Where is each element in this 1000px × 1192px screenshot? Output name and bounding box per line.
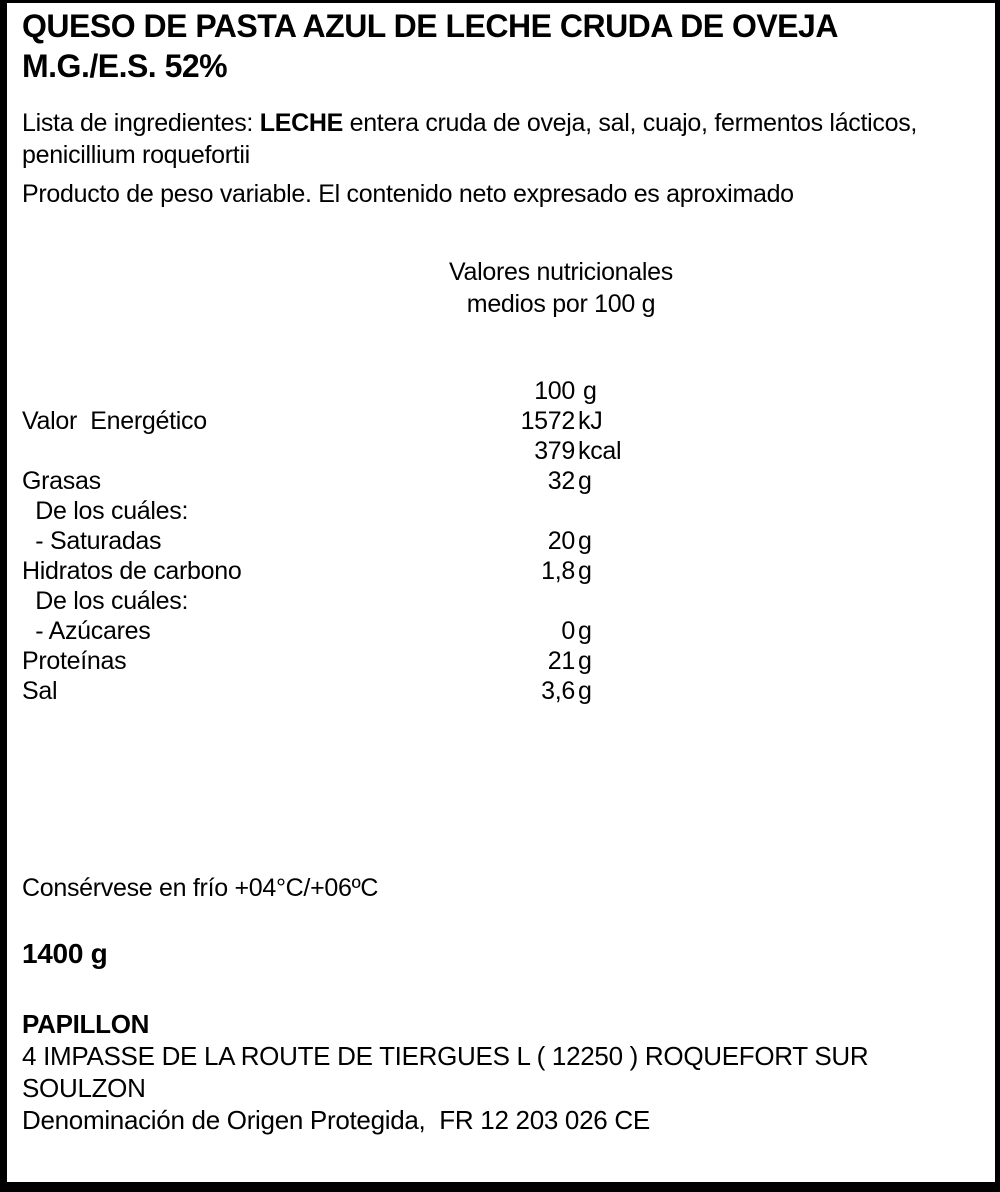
row-unit: g xyxy=(578,557,592,585)
net-weight: 1400 g xyxy=(22,938,108,969)
nutrition-row-energy-kj: Valor Energético 1572 kJ xyxy=(22,406,978,436)
row-label: Hidratos de carbono xyxy=(22,557,242,585)
nutrition-row-protein: Proteínas 21 g xyxy=(22,646,978,676)
nutrition-table: 100 g Valor Energético 1572 kJ 379 kcal … xyxy=(22,376,978,706)
nutrition-row-fat: Grasas 32 g xyxy=(22,466,978,496)
ingredients-prefix: Lista de ingredientes: xyxy=(22,109,260,137)
nutrition-row-ofwhich-1: De los cuáles: xyxy=(22,496,978,526)
product-title-line1: QUESO DE PASTA AZUL DE LECHE CRUDA DE OV… xyxy=(22,8,838,44)
row-label: De los cuáles: xyxy=(22,497,189,525)
nutrition-row-ofwhich-2: De los cuáles: xyxy=(22,586,978,616)
nutrition-row-saturates: - Saturadas 20 g xyxy=(22,526,978,556)
row-value: 379 xyxy=(534,437,575,465)
product-title: QUESO DE PASTA AZUL DE LECHE CRUDA DE OV… xyxy=(22,6,838,86)
row-value: 3,6 xyxy=(541,677,575,705)
row-label: - Azúcares xyxy=(22,617,151,645)
row-value: 32 xyxy=(547,467,576,495)
row-label: De los cuáles: xyxy=(22,587,189,615)
row-unit: g xyxy=(578,467,592,495)
row-unit: g xyxy=(578,647,592,675)
row-value: 100 xyxy=(534,377,575,405)
nutrition-header-line2: medios por 100 g xyxy=(466,290,656,318)
producer-block: PAPILLON 4 IMPASSE DE LA ROUTE DE TIERGU… xyxy=(22,1008,869,1136)
nutrition-row-per100-header: 100 g xyxy=(22,376,978,406)
row-label: Grasas xyxy=(22,467,101,495)
row-unit: kcal xyxy=(578,437,622,465)
row-label: Proteínas xyxy=(22,647,127,675)
ingredients-paragraph: Lista de ingredientes: LECHE entera crud… xyxy=(22,107,942,171)
nutrition-row-carbohydrate: Hidratos de carbono 1,8 g xyxy=(22,556,978,586)
producer-address-line2: SOULZON xyxy=(22,1073,146,1103)
storage-instructions: Consérvese en frío +04°C/+06ºC xyxy=(22,874,379,902)
allergen-highlight: LECHE xyxy=(259,109,344,137)
row-value: 1572 xyxy=(520,407,576,435)
nutrition-header-line1: Valores nutricionales xyxy=(449,258,673,286)
row-unit: g xyxy=(578,617,592,645)
row-value: 0 xyxy=(561,617,575,645)
row-label: - Saturadas xyxy=(22,527,162,555)
ingredients-rest: entera cruda de oveja, sal, cuajo, ferme… xyxy=(22,109,918,169)
row-label: Sal xyxy=(22,677,58,705)
variable-weight-note: Producto de peso variable. El contenido … xyxy=(22,180,794,208)
nutrition-row-sugars: - Azúcares 0 g xyxy=(22,616,978,646)
nutrition-row-salt: Sal 3,6 g xyxy=(22,676,978,706)
row-unit: g xyxy=(578,677,592,705)
row-unit: g xyxy=(578,527,592,555)
producer-address-line1: 4 IMPASSE DE LA ROUTE DE TIERGUES L ( 12… xyxy=(22,1041,869,1071)
border-bottom xyxy=(0,1182,1000,1192)
row-unit: g xyxy=(583,377,597,405)
product-title-line2: M.G./E.S. 52% xyxy=(22,48,228,84)
border-top xyxy=(0,0,1000,3)
border-left xyxy=(0,0,7,1192)
origin-designation: Denominación de Origen Protegida, FR 12 … xyxy=(22,1105,650,1135)
row-value: 1,8 xyxy=(541,557,575,585)
border-right xyxy=(995,0,1000,1192)
row-label: Valor Energético xyxy=(22,407,207,435)
row-unit: kJ xyxy=(578,407,603,435)
row-value: 20 xyxy=(547,527,576,555)
row-value: 21 xyxy=(547,647,576,675)
producer-name: PAPILLON xyxy=(22,1009,150,1039)
nutrition-row-energy-kcal: 379 kcal xyxy=(22,436,978,466)
nutrition-header: Valores nutricionales medios por 100 g xyxy=(161,256,961,320)
